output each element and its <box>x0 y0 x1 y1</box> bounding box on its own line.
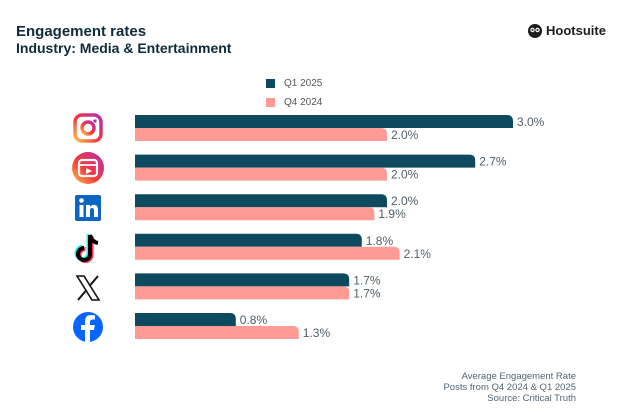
chart-title: Engagement rates <box>16 23 147 40</box>
bar-facebook-q4-2024 <box>135 326 299 339</box>
data-label: 2.0% <box>391 194 419 208</box>
bars-group: 3.0%2.0%2.7%2.0%2.0%1.9%1.8%2.1%1.7%1.7%… <box>135 115 545 340</box>
data-label: 1.7% <box>353 273 381 287</box>
data-label: 2.0% <box>391 128 419 142</box>
data-label: 1.3% <box>303 326 331 340</box>
facebook-icon <box>73 312 103 342</box>
tiktok-icon <box>74 234 99 263</box>
owl-icon <box>528 24 542 38</box>
legend-label: Q1 2025 <box>284 78 323 89</box>
bar-tiktok-q1-2025 <box>135 233 362 247</box>
legend-item-q4-2024: Q4 2024 <box>266 93 322 112</box>
instagram-reels-icon <box>72 152 104 184</box>
data-label: 2.7% <box>479 155 507 169</box>
data-label: 2.1% <box>404 247 432 261</box>
legend-swatch <box>266 79 275 88</box>
footnote-source: Source: Critical Truth <box>487 393 576 404</box>
legend-swatch <box>266 98 275 107</box>
x-icon <box>75 275 101 301</box>
bar-x-q1-2025 <box>135 273 350 287</box>
legend-label: Q4 2024 <box>284 97 323 108</box>
bar-tiktok-q4-2024 <box>135 246 400 260</box>
linkedin-icon <box>75 195 101 221</box>
legend: Q1 2025 Q4 2024 <box>266 74 322 112</box>
legend-item-q1-2025: Q1 2025 <box>266 74 322 93</box>
data-label: 1.7% <box>353 286 381 300</box>
hootsuite-logo: Hootsuite <box>527 22 606 38</box>
bar-instagram-q1-2025 <box>135 115 513 128</box>
logo-text: Hootsuite <box>546 22 606 38</box>
data-label: 1.9% <box>378 207 406 221</box>
bar-linkedin-q4-2024 <box>135 207 375 221</box>
bar-facebook-q1-2025 <box>135 313 236 326</box>
footnote: Average Engagement Rate Posts from Q4 20… <box>443 371 576 404</box>
bar-x-q4-2024 <box>135 286 350 300</box>
chart-subtitle: Industry: Media & Entertainment <box>16 40 232 56</box>
footnote-period: Posts from Q4 2024 & Q1 2025 <box>443 382 576 393</box>
footnote-metric: Average Engagement Rate <box>461 371 576 382</box>
bar-instagram-q4-2024 <box>135 128 387 141</box>
data-label: 1.8% <box>366 234 394 248</box>
bar-instagram-reels-q1-2025 <box>135 154 476 168</box>
data-label: 3.0% <box>517 115 545 129</box>
instagram-icon <box>73 113 103 143</box>
data-label: 2.0% <box>391 168 419 182</box>
bar-instagram-reels-q4-2024 <box>135 167 387 181</box>
bar-linkedin-q1-2025 <box>135 194 387 208</box>
data-label: 0.8% <box>240 313 268 327</box>
